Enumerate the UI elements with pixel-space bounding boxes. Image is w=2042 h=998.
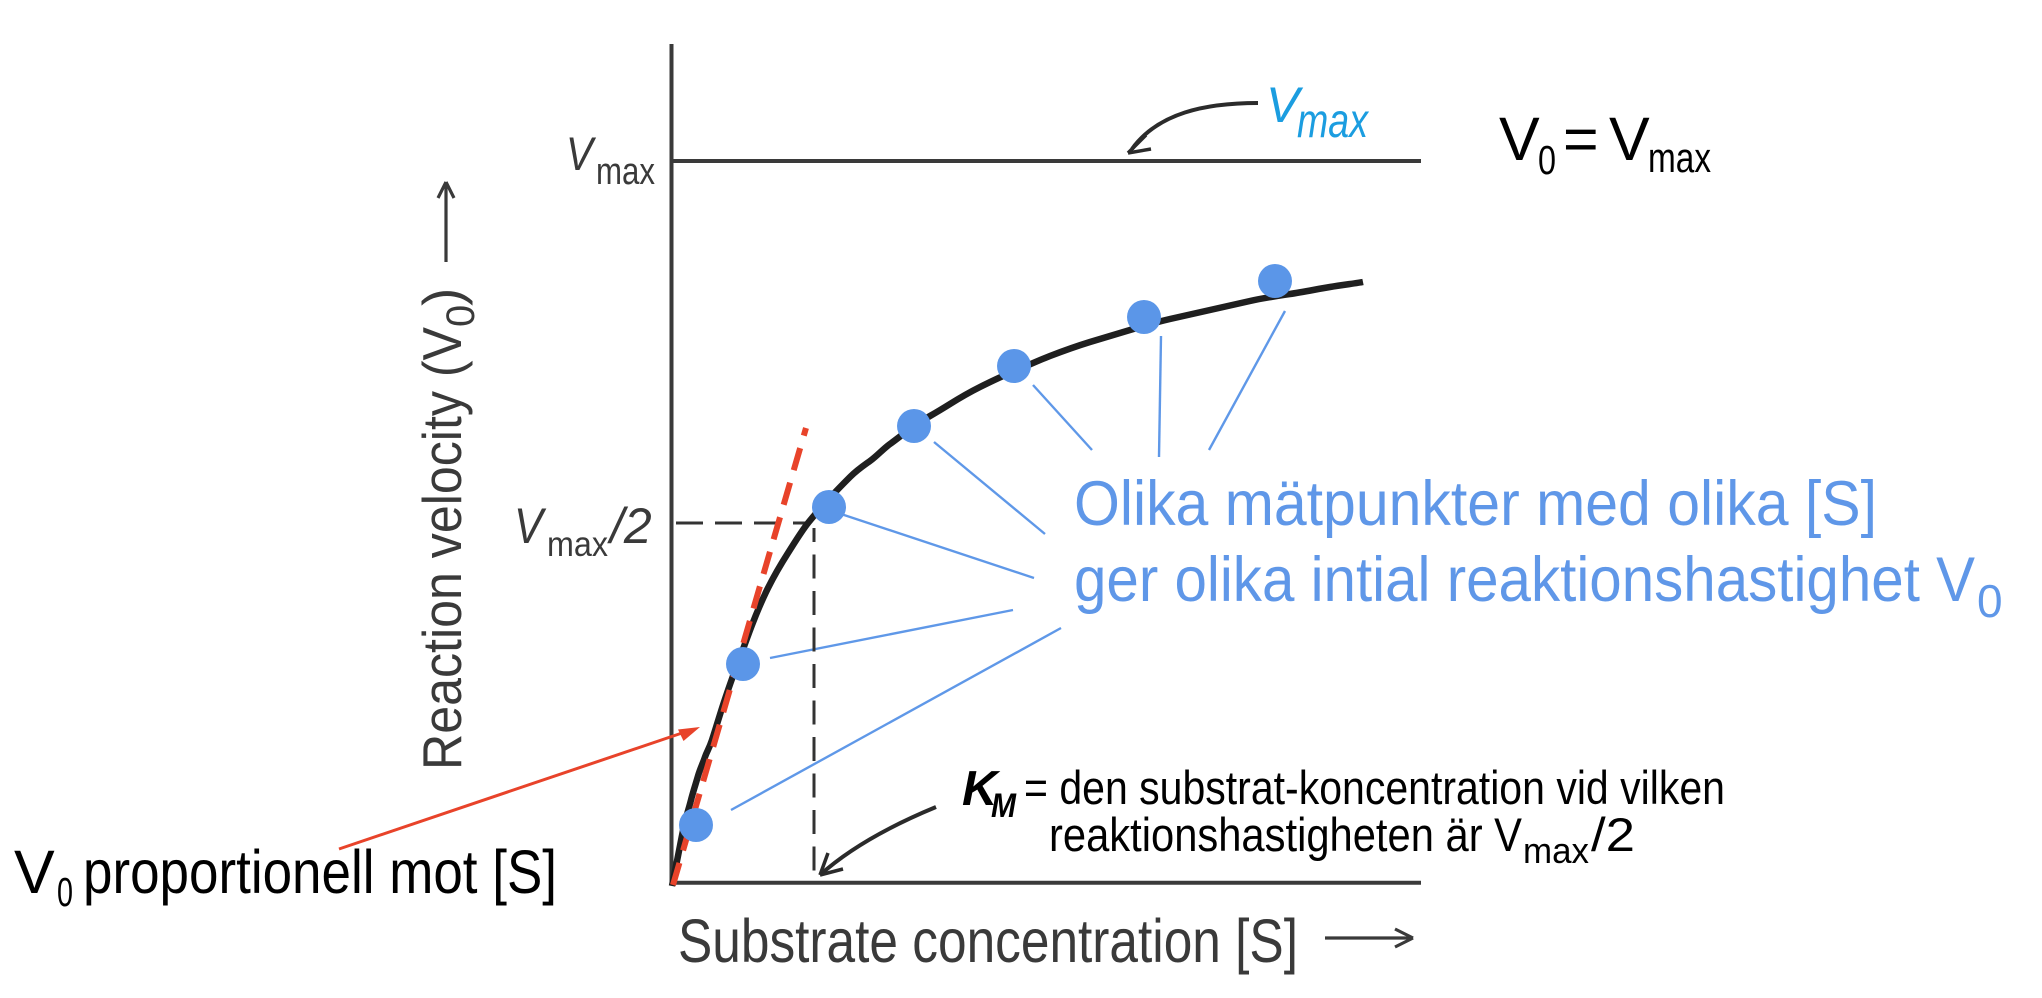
svg-text:max: max (547, 525, 608, 564)
svg-text:M: M (991, 787, 1017, 825)
svg-text:proportionell mot [S]: proportionell mot [S] (83, 838, 557, 906)
svg-text:reaktionshastigheten är V: reaktionshastigheten är V (1049, 808, 1523, 861)
svg-text:=: = (1563, 105, 1599, 173)
svg-text:V: V (1266, 77, 1304, 133)
svg-text:K: K (962, 762, 1001, 816)
svg-text:max: max (1523, 830, 1589, 871)
svg-text:0: 0 (1977, 575, 2003, 627)
svg-text:/2: /2 (607, 498, 652, 554)
svg-text:Substrate concentration [S]: Substrate concentration [S] (678, 907, 1298, 975)
svg-text:max: max (596, 151, 655, 193)
svg-text:Reaction velocity (V0): Reaction velocity (V0) (411, 288, 483, 770)
svg-text:0: 0 (1538, 137, 1556, 183)
svg-text:Olika mätpunkter med olika [S]: Olika mätpunkter med olika [S] (1074, 469, 1877, 539)
svg-text:max: max (1648, 134, 1711, 181)
svg-text:V: V (1609, 105, 1650, 173)
svg-text:max: max (1297, 95, 1370, 148)
svg-text:V: V (1499, 105, 1540, 173)
svg-text:ger olika intial reaktionshast: ger olika intial reaktionshastighet V (1074, 545, 1975, 615)
svg-text:= den substrat-koncentration v: = den substrat-koncentration vid vilken (1024, 761, 1725, 814)
svg-text:/2: /2 (1591, 808, 1635, 861)
svg-text:V: V (14, 838, 55, 906)
svg-text:V: V (566, 127, 596, 180)
svg-text:V: V (514, 498, 547, 554)
svg-text:0: 0 (57, 869, 73, 915)
